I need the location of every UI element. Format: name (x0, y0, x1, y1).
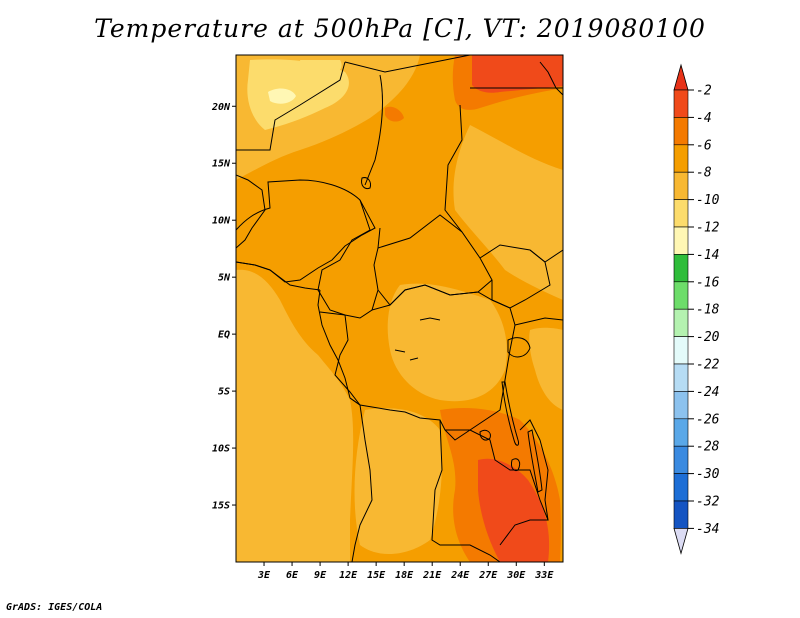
border-chad-sudan (444, 104, 463, 233)
colorbar-swatch (673, 336, 689, 365)
colorbar-label: -30 (696, 467, 720, 482)
river-congo (394, 317, 441, 361)
lon-label: 33E (534, 570, 554, 581)
lon-label: 18E (395, 570, 414, 581)
colorbar-swatch (673, 199, 689, 228)
lake-malawi (527, 429, 543, 493)
colorbar-swatch (673, 445, 689, 474)
lat-label: 10S (212, 444, 230, 455)
field-band-minus8-se (529, 327, 563, 410)
country-borders (236, 55, 563, 562)
lon-label: 6E (286, 570, 299, 581)
lon-label: 15E (367, 570, 386, 581)
border-angola (349, 397, 373, 562)
lake-tanganyika (501, 381, 519, 446)
colorbar-label: -32 (696, 495, 720, 510)
border-angola-zambia (431, 419, 501, 562)
border-malawi (519, 419, 549, 521)
colorbar-label: -34 (696, 522, 719, 537)
field-band-minus8-center (387, 283, 507, 402)
field-band-minus12 (268, 88, 296, 104)
colorbar-swatch (673, 281, 689, 310)
lon-label: 24E (450, 570, 470, 581)
colorbar-label: -28 (696, 440, 720, 455)
colorbar-label: -2 (696, 84, 712, 99)
lon-label: 9E (314, 570, 327, 581)
colorbar-label: -12 (696, 221, 720, 236)
field-band-minus10-b (300, 60, 342, 78)
border-tanzania (514, 317, 563, 326)
border-niger-chad (364, 74, 383, 186)
field-band-minus2-ne (472, 55, 563, 93)
lon-label: 30E (506, 570, 526, 581)
colorbar-bottom-arrow (673, 528, 689, 555)
colorbar-label: -24 (696, 385, 719, 400)
lake-mweru (479, 429, 491, 441)
lat-label: 15N (212, 159, 231, 170)
grads-credit: GrADS: IGES/COLA (6, 602, 103, 613)
border-west-coast (236, 174, 266, 249)
colorbar-swatch (673, 308, 689, 337)
lake-victoria (507, 337, 531, 358)
colorbar-label: -8 (696, 166, 712, 181)
map-title: Temperature at 500hPa [C], VT: 201908010… (94, 14, 706, 43)
colorbar-swatch (673, 473, 689, 502)
border-zambia (445, 429, 549, 546)
colorbar-label: -10 (696, 193, 720, 208)
colorbar: -2 -4 -6 -8 -10 -12 -14 -16 -18 -20 -22 -24 -26 -28 -3… (673, 63, 720, 555)
colorbar-swatch (673, 144, 689, 173)
colorbar-swatch (673, 171, 689, 200)
border-libya (344, 55, 471, 73)
colorbar-swatch (673, 391, 689, 420)
border-drc-north (349, 284, 516, 441)
temperature-field (236, 55, 563, 562)
border-nigeria (236, 179, 376, 283)
lake-kariba (511, 458, 521, 471)
field-band-minus4-nw (385, 106, 404, 122)
lat-label: 15S (212, 501, 230, 512)
coastline-gabon (317, 289, 351, 399)
colorbar-swatch (673, 89, 689, 118)
colorbar-label: -20 (696, 330, 720, 345)
latitude-axis: 20N 15N 10N 5N EQ 5S 10S 15S (211, 102, 236, 512)
lon-label: 27E (478, 570, 498, 581)
lat-label: EQ (218, 330, 230, 341)
lat-label: 5S (218, 387, 230, 398)
lon-label: 12E (339, 570, 358, 581)
colorbar-swatch (673, 500, 689, 529)
border-congo (334, 314, 361, 406)
colorbar-label: -16 (696, 275, 720, 290)
lat-label: 20N (211, 102, 231, 113)
colorbar-label: -18 (696, 303, 720, 318)
coastline-gulf (236, 261, 321, 291)
colorbar-label: -22 (696, 358, 720, 373)
colorbar-label: -14 (696, 248, 719, 263)
colorbar-swatch (673, 226, 689, 255)
colorbar-swatch (673, 254, 689, 283)
lat-label: 5N (218, 273, 231, 284)
lake-chad (361, 177, 371, 189)
colorbar-swatch (673, 117, 689, 146)
field-band-minus2-se (478, 458, 550, 562)
longitude-axis: 3E 6E 9E 12E 15E 18E 21E 24E 27E 30E 33E (257, 562, 554, 581)
colorbar-label: -4 (696, 111, 712, 126)
colorbar-swatch (673, 363, 689, 392)
field-band-minus8-east (453, 125, 563, 300)
map-frame (235, 54, 564, 563)
colorbar-label: -6 (696, 138, 712, 153)
lon-label: 21E (422, 570, 442, 581)
border-cameroon (317, 199, 381, 319)
lon-label: 3E (257, 570, 271, 581)
field-band-minus8-west (236, 269, 354, 562)
red-sea-coast (539, 61, 563, 96)
border-gabon (319, 311, 346, 316)
colorbar-swatch (673, 418, 689, 447)
field-band-minus8-south (354, 408, 442, 555)
border-niger-mali (236, 61, 346, 151)
lat-label: 10N (212, 216, 231, 227)
colorbar-top-arrow (673, 63, 689, 91)
colorbar-label: -26 (696, 412, 720, 427)
border-kenya-uganda (529, 249, 563, 263)
